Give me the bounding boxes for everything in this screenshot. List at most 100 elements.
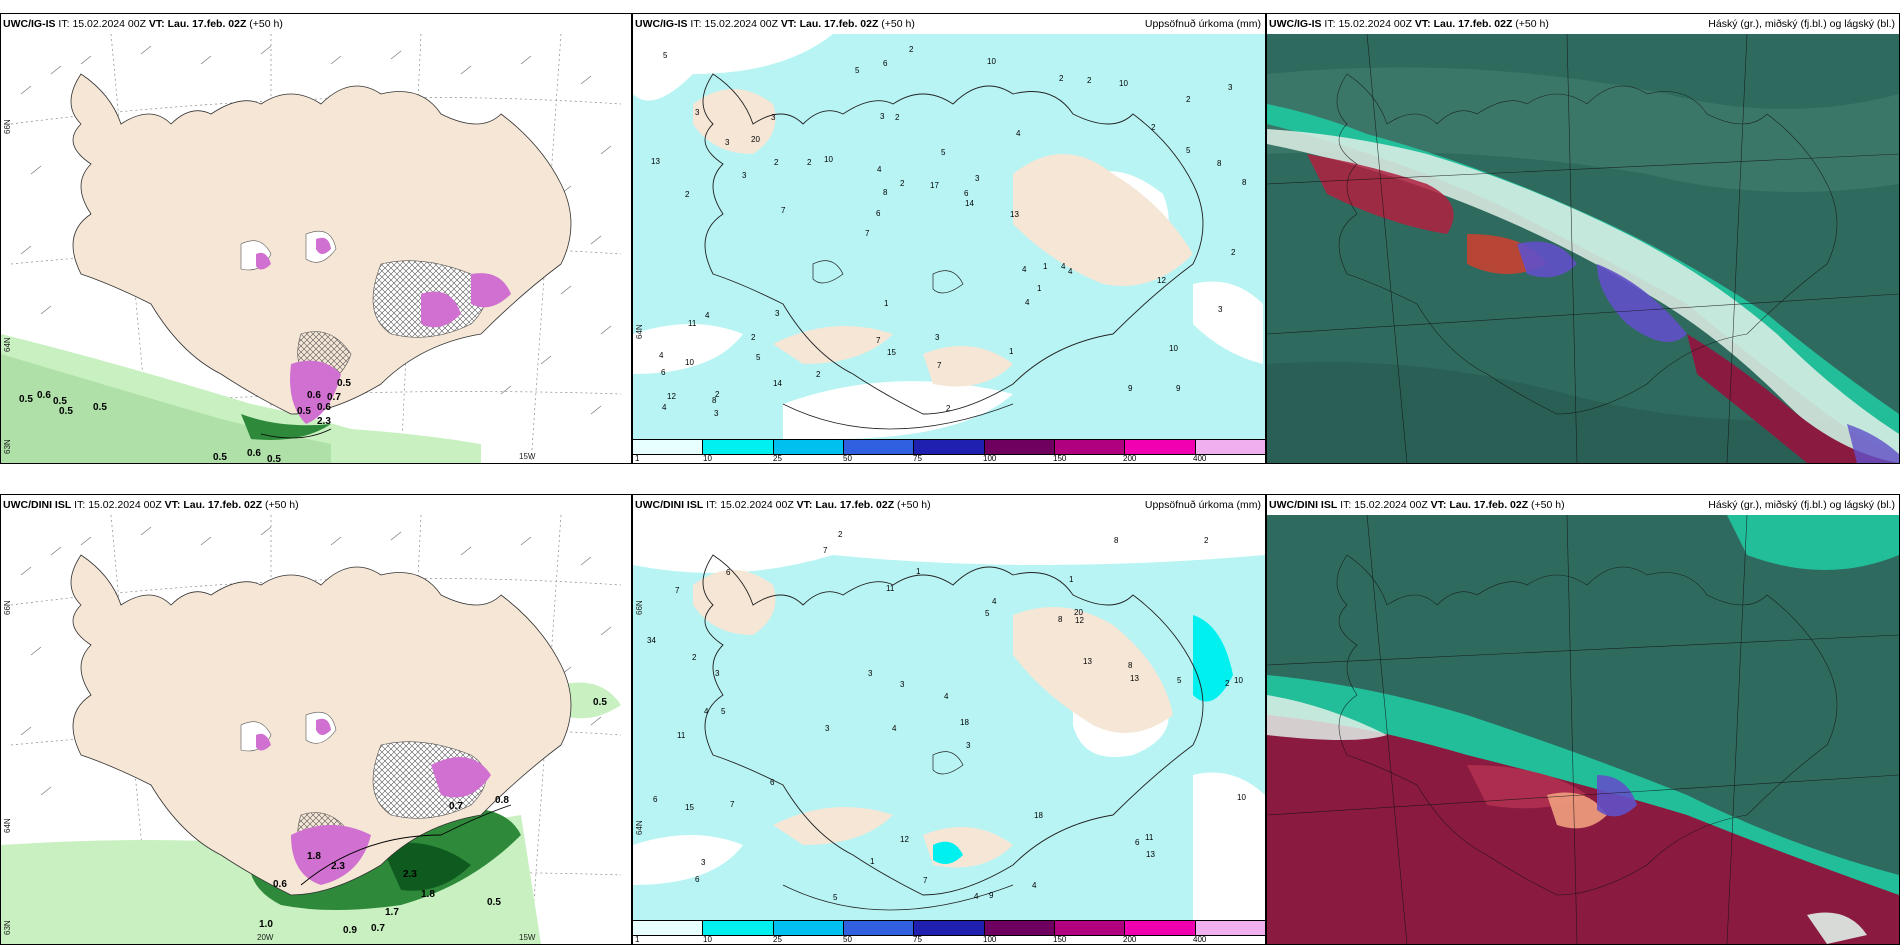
precip-amount: 13	[1083, 657, 1092, 666]
model-name: UWC/DINI ISL	[635, 499, 704, 511]
precip-amount: 2	[946, 404, 951, 413]
colorbar-label: 75	[913, 454, 922, 463]
precip-amount: 2	[685, 190, 690, 199]
precip-amount: 9	[1176, 384, 1181, 393]
colorbar-label: 150	[1053, 935, 1067, 944]
precip-amount: 3	[775, 309, 780, 318]
model-name: UWC/IG-IS	[3, 18, 56, 30]
precip-amount: 6	[653, 795, 658, 804]
colorbar-label: 10	[703, 935, 712, 944]
vt-value: Lau. 17.feb. 02Z	[799, 18, 879, 30]
it-value: 15.02.2024 00Z	[704, 18, 778, 30]
colorbar-label: 200	[1123, 454, 1137, 463]
model-name: UWC/DINI ISL	[3, 499, 72, 511]
precip-amount: 15	[685, 803, 694, 812]
lead-time: (+50 h)	[265, 499, 299, 511]
precip-amount: 12	[667, 392, 676, 401]
map-canvas	[1, 34, 631, 463]
panel-header: UWC/IG-IS IT: 15.02.2024 00Z VT: Lau. 17…	[1267, 14, 1899, 34]
panel-header: UWC/IG-IS IT: 15.02.2024 00Z VT: Lau. 17…	[633, 14, 1265, 34]
precip-amount: 2	[692, 653, 697, 662]
colorbar-label: 10	[703, 454, 712, 463]
colorbar-swatch	[843, 440, 915, 454]
colorbar-swatch	[1125, 440, 1196, 454]
lat-label: 63N	[3, 439, 12, 454]
precip-amount: 8	[1128, 661, 1133, 670]
precip-amount: 3	[742, 171, 747, 180]
precip-amount: 4	[704, 707, 709, 716]
map-canvas	[1267, 34, 1899, 463]
it-value: 15.02.2024 00Z	[88, 499, 162, 511]
precip-value: 0.8	[495, 795, 509, 806]
precip-value: 0.5	[593, 697, 607, 708]
colorbar-swatch	[1125, 921, 1196, 935]
precip-value: 0.6	[37, 390, 51, 401]
precip-amount: 1	[1037, 284, 1042, 293]
precip-value: 1.8	[421, 889, 435, 900]
lead-time: (+50 h)	[1515, 18, 1549, 30]
precip-amount: 20	[751, 135, 760, 144]
precip-amount: 14	[965, 199, 974, 208]
map-cloud	[1267, 34, 1899, 463]
map-wind: 66N 64N 63N 20W 15W 0.5 0.7 0.8 1.8 2.3 …	[1, 515, 631, 944]
precip-amount: 2	[1231, 248, 1236, 257]
precip-amount: 4	[1022, 265, 1027, 274]
vt-label: VT:	[1414, 18, 1431, 30]
precip-amount: 12	[1157, 276, 1166, 285]
precip-amount: 11	[688, 319, 697, 328]
precip-amount: 3	[725, 138, 730, 147]
map-cloud	[1267, 515, 1899, 944]
lat-label: 66N	[3, 600, 12, 615]
precip-amount: 5	[721, 707, 726, 716]
panel-header: UWC/DINI ISL IT: 15.02.2024 00Z VT: Lau.…	[633, 495, 1265, 515]
precip-amount: 2	[774, 158, 779, 167]
precip-value: 0.5	[59, 406, 73, 417]
precip-amount: 3	[1218, 305, 1223, 314]
precip-amount: 6	[726, 568, 731, 577]
precip-amount: 7	[937, 361, 942, 370]
precip-amount: 9	[989, 891, 994, 900]
precip-value: 0.7	[327, 392, 341, 403]
colorbar-swatch	[984, 921, 1055, 935]
precip-amount: 4	[992, 597, 997, 606]
precip-value: 0.5	[53, 396, 67, 407]
precip-amount: 2	[838, 530, 843, 539]
precip-amount: 7	[675, 586, 680, 595]
colorbar-swatch	[1054, 921, 1126, 935]
colorbar-label: 25	[773, 935, 782, 944]
vt-value: Lau. 17.feb. 02Z	[183, 499, 263, 511]
lead-time: (+50 h)	[1531, 499, 1565, 511]
precip-amount: 2	[1087, 76, 1092, 85]
precip-amount: 8	[883, 188, 888, 197]
colorbar-swatch	[984, 440, 1055, 454]
panel-title: Uppsöfnuð úrkoma (mm)	[1144, 18, 1261, 30]
lat-label: 63N	[3, 920, 12, 935]
precip-amount: 2	[895, 113, 900, 122]
precip-amount: 10	[987, 57, 996, 66]
precip-amount: 5	[941, 148, 946, 157]
precip-amount: 4	[705, 311, 710, 320]
precip-amount: 2	[1186, 95, 1191, 104]
it-label: IT:	[706, 499, 718, 511]
precip-amount: 7	[823, 546, 828, 555]
precip-amount: 5	[756, 353, 761, 362]
colorbar-label: 25	[773, 454, 782, 463]
precip-amount: 3	[966, 741, 971, 750]
panel-dini-wind: UWC/DINI ISL IT: 15.02.2024 00Z VT: Lau.…	[0, 494, 632, 945]
precip-amount: 6	[964, 189, 969, 198]
panel-header: UWC/DINI ISL IT: 15.02.2024 00Z VT: Lau.…	[1, 495, 631, 515]
colorbar-label: 200	[1123, 935, 1137, 944]
precip-value: 0.7	[449, 801, 463, 812]
precip-amount: 9	[1128, 384, 1133, 393]
precip-amount: 5	[855, 66, 860, 75]
precip-value: 0.5	[487, 897, 501, 908]
precip-amount: 2	[1059, 74, 1064, 83]
vt-value: Lau. 17.feb. 02Z	[815, 499, 895, 511]
map-canvas	[1, 515, 631, 944]
precip-value: 0.5	[297, 406, 311, 417]
precip-amount: 1	[1043, 262, 1048, 271]
colorbar-swatch	[773, 921, 844, 935]
colorbar-swatch	[843, 921, 915, 935]
panel-header: UWC/DINI ISL IT: 15.02.2024 00Z VT: Lau.…	[1267, 495, 1899, 515]
precip-amount: 4	[877, 165, 882, 174]
